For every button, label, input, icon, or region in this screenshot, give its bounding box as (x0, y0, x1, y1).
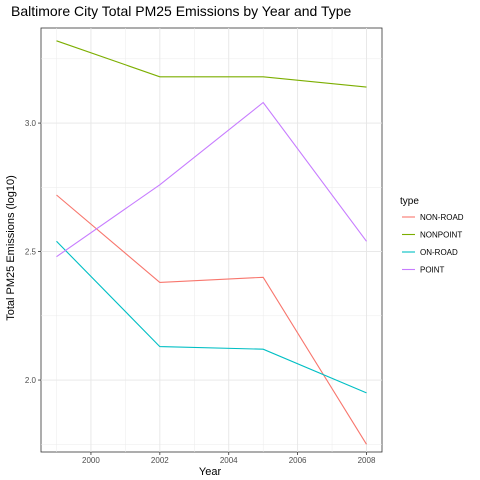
series-line-non-road (56, 194, 367, 445)
y-tick-label: 2.5 (25, 248, 37, 257)
plot-panel (40, 27, 383, 453)
x-axis-ticks: 2000 2002 2004 2006 2008 (82, 452, 376, 465)
x-tick-label: 2006 (289, 456, 307, 465)
legend-label-point: POINT (420, 266, 445, 275)
x-tick-label: 2000 (82, 456, 100, 465)
y-tick-label: 2.0 (25, 376, 37, 385)
x-tick-label: 2008 (358, 456, 376, 465)
minor-gridlines (41, 28, 382, 452)
y-axis-title: Total PM25 Emissions (log10) (5, 175, 17, 321)
series-line-on-road (56, 240, 367, 394)
x-tick-label: 2004 (220, 456, 238, 465)
series-line-point (56, 101, 367, 258)
legend-label-nonpoint: NONPOINT (420, 231, 462, 240)
series-line-nonpoint (56, 40, 367, 88)
legend-title: type (400, 196, 419, 207)
y-tick-label: 3.0 (25, 119, 37, 128)
chart-title: Baltimore City Total PM25 Emissions by Y… (11, 3, 352, 19)
major-gridlines (41, 28, 382, 452)
legend: type NON-ROAD NONPOINT ON-ROAD POINT (400, 196, 464, 275)
x-tick-label: 2002 (151, 456, 169, 465)
y-axis-ticks: 2.0 2.5 3.0 (25, 119, 41, 385)
legend-label-non-road: NON-ROAD (420, 213, 464, 222)
series-lines (56, 40, 367, 445)
legend-label-on-road: ON-ROAD (420, 248, 458, 257)
x-axis-title: Year (199, 466, 222, 478)
